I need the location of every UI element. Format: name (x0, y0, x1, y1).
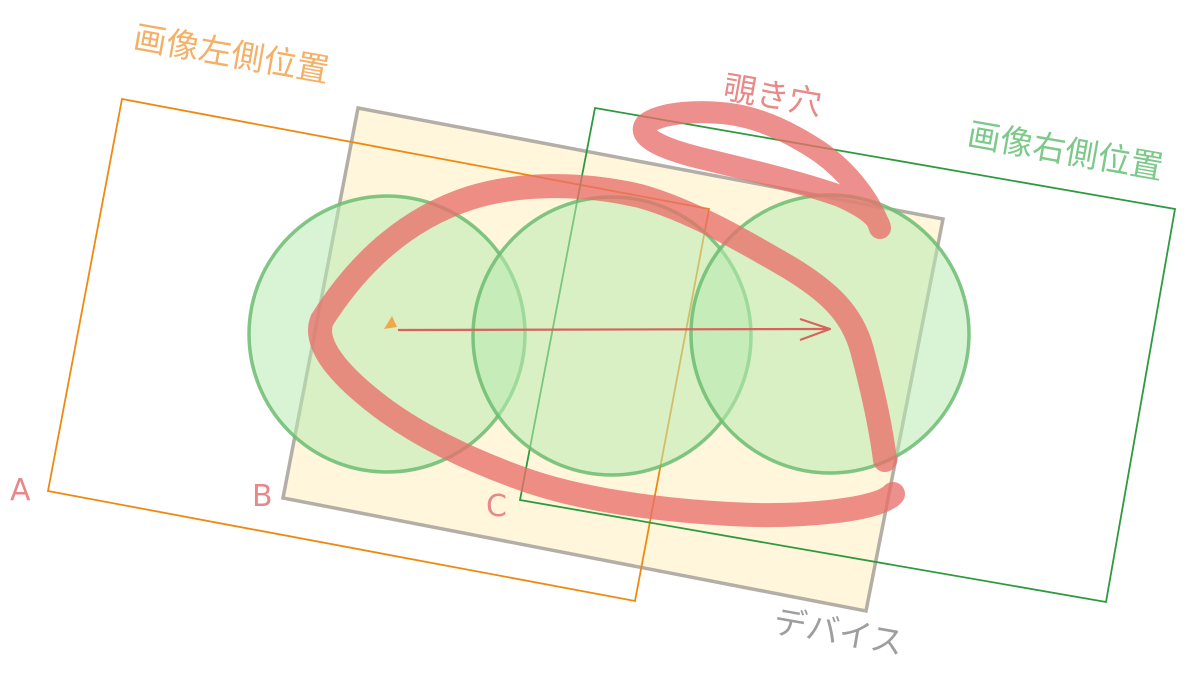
arrow-shaft (397, 327, 831, 332)
left-image-position-label: 画像左側位置 (131, 17, 333, 90)
arrow-tail-marker (384, 316, 397, 329)
left-image-frame (46, 97, 711, 603)
right-image-position-label: 画像右側位置 (965, 114, 1167, 187)
direction-arrow (384, 316, 832, 342)
highlight-loop (308, 174, 905, 527)
point-c-label: C (486, 489, 507, 524)
point-b-label: B (252, 479, 273, 514)
arrow-head (799, 317, 832, 342)
peephole-scribble (632, 101, 891, 239)
device-label: デバイス (771, 601, 907, 662)
point-a-label: A (10, 473, 31, 508)
